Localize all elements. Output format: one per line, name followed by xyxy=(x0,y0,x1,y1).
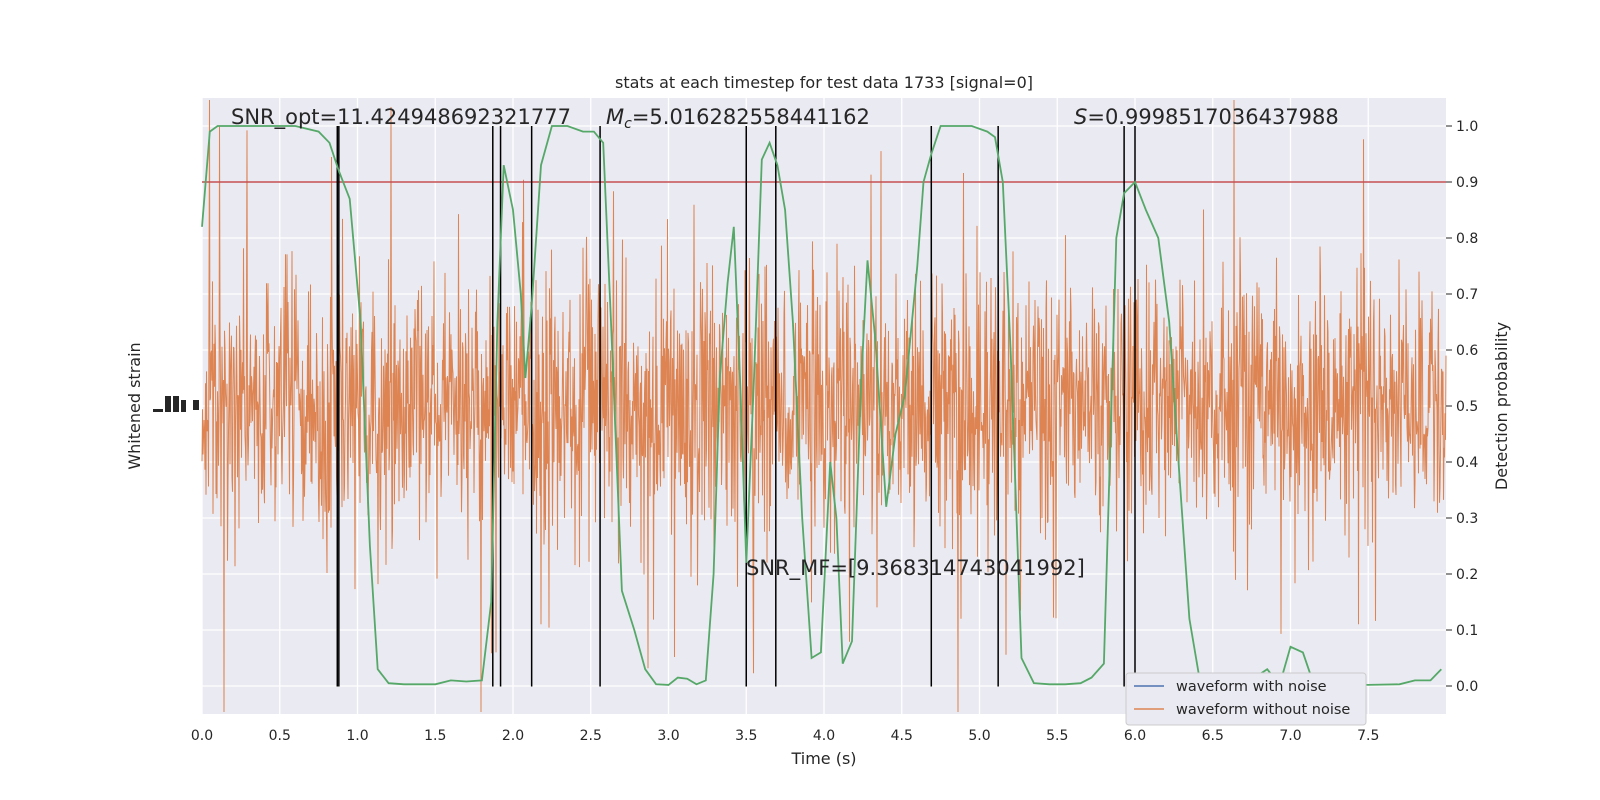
s-annotation: S=0.9998517036437988 xyxy=(1074,105,1339,129)
x-tick-label: 4.5 xyxy=(891,728,913,744)
snr-mf-annotation: SNR_MF=[9.368314743041992] xyxy=(746,556,1085,581)
mc-annotation: Mc=5.016282558441162 xyxy=(606,105,870,132)
x-tick-label: 6.5 xyxy=(1202,728,1224,744)
y-tick-label: 0.4 xyxy=(1456,455,1478,471)
vertical-lines xyxy=(336,126,1136,687)
y-tick-label: 0.7 xyxy=(1456,287,1478,303)
x-tick-label: 1.5 xyxy=(424,728,446,744)
y-tick-label: 0.6 xyxy=(1456,343,1478,359)
y-tick-label: 0.1 xyxy=(1456,623,1478,639)
x-axis-label: Time (s) xyxy=(790,749,856,768)
x-tick-label: 4.0 xyxy=(813,728,835,744)
y-tick-label: 0.8 xyxy=(1456,231,1478,247)
y-tick-label: 0.2 xyxy=(1456,567,1478,583)
y-tick-label: 0.5 xyxy=(1456,399,1478,415)
legend-label-with-noise: waveform with noise xyxy=(1176,679,1327,695)
x-tick-label: 2.0 xyxy=(502,728,524,744)
x-tick-label: 3.0 xyxy=(657,728,679,744)
x-tick-label: 6.0 xyxy=(1124,728,1146,744)
waveform-without-noise xyxy=(201,99,1447,713)
y-tick-label: 1.0 xyxy=(1456,119,1478,135)
x-tick-label: 5.5 xyxy=(1046,728,1068,744)
y-tick-label: 0.0 xyxy=(1456,679,1478,695)
x-tick-label: 2.5 xyxy=(580,728,602,744)
chart-title: stats at each timestep for test data 173… xyxy=(615,73,1033,92)
legend: waveform with noise waveform without noi… xyxy=(1125,672,1367,726)
y-axis-left-label: Whitened strain xyxy=(125,342,144,469)
y-axis-right-ticks: 0.0 0.1 0.2 0.3 0.4 0.5 0.6 0.7 0.8 0.9 1.0 xyxy=(1446,119,1478,695)
snr-opt-annotation: SNR_opt=11.424948692321777 xyxy=(231,105,571,130)
y-tick-label: 0.3 xyxy=(1456,511,1478,527)
x-tick-label: 0.5 xyxy=(269,728,291,744)
detection-probability-line xyxy=(201,125,1442,687)
strain-series xyxy=(201,99,1447,713)
x-tick-label: 0.0 xyxy=(191,728,213,744)
y-axis-right-label: Detection probability xyxy=(1492,322,1511,490)
legend-label-without-noise: waveform without noise xyxy=(1176,702,1350,718)
probability-series xyxy=(201,125,1442,687)
x-tick-label: 3.5 xyxy=(735,728,757,744)
x-tick-label: 7.5 xyxy=(1357,728,1379,744)
x-tick-label: 7.0 xyxy=(1279,728,1301,744)
x-tick-label: 1.0 xyxy=(346,728,368,744)
x-tick-label: 5.0 xyxy=(968,728,990,744)
x-axis-ticks: 0.0 0.5 1.0 1.5 2.0 2.5 3.0 3.5 4.0 4.5 5.0 5.5 6.0 6… xyxy=(191,728,1380,744)
y-tick-label: 0.9 xyxy=(1456,175,1478,191)
legend-box xyxy=(1125,672,1367,726)
left-axis-glyphs xyxy=(153,396,199,412)
